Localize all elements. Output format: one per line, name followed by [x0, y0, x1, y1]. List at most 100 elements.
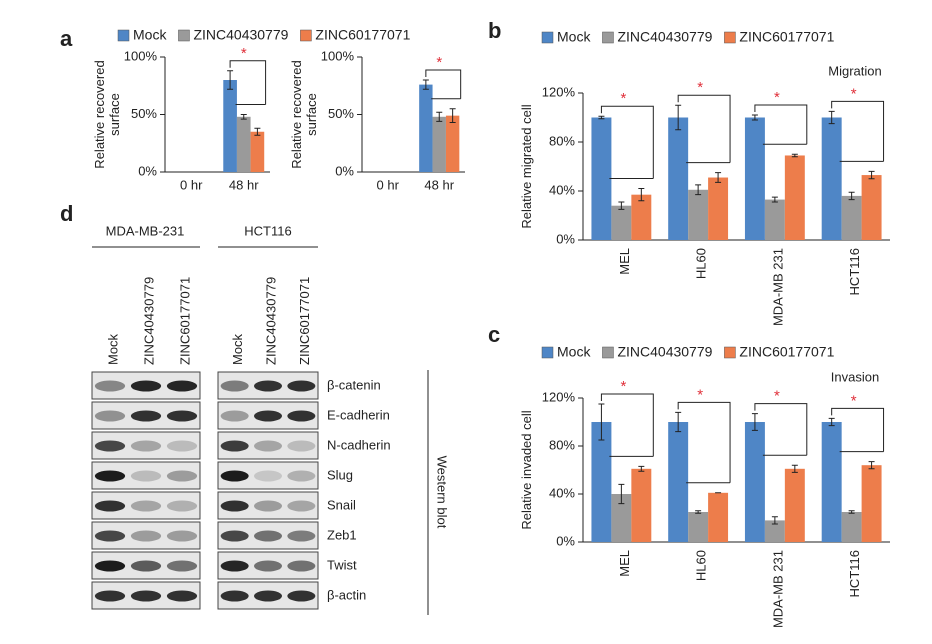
protein-label: Zeb1 — [327, 527, 357, 542]
blot-band — [220, 440, 249, 452]
y-axis-label: Relative invaded cell — [519, 410, 534, 529]
blot-band — [220, 470, 249, 482]
legend-label: Mock — [557, 29, 591, 45]
x-tick-label: 0 hr — [377, 177, 400, 192]
blot-band — [287, 500, 316, 512]
x-tick-label: HL60 — [694, 248, 709, 279]
significance-bracket — [831, 407, 885, 453]
legend-label: ZINC60177071 — [739, 344, 834, 360]
blot-band — [94, 500, 126, 512]
y-axis-label-line: surface — [107, 93, 122, 136]
panel-label: a — [60, 26, 73, 51]
protein-label: Twist — [327, 557, 357, 572]
chart-title: Invasion — [831, 369, 879, 384]
y-axis-label-line: Relative recovered — [92, 60, 107, 168]
error-bar — [422, 79, 429, 90]
error-bar — [618, 201, 625, 210]
y-axis-label: Relative recoveredsurface — [289, 60, 319, 168]
protein-label: N-cadherin — [327, 437, 391, 452]
bar — [861, 175, 882, 240]
lane-label: Mock — [230, 333, 245, 365]
x-tick-label: MDA-MB 231 — [770, 248, 785, 326]
x-tick-label: 0 hr — [180, 177, 203, 192]
legend-swatch — [178, 29, 190, 42]
bar — [631, 468, 652, 542]
bar — [841, 512, 862, 542]
bar — [708, 177, 729, 240]
blot-band — [220, 560, 249, 572]
bar — [250, 131, 265, 172]
blot-band — [94, 560, 126, 572]
x-tick-label: HCT116 — [847, 550, 862, 597]
significance-bracket — [831, 100, 885, 162]
error-bar — [771, 516, 778, 525]
lane-label: ZINC60177071 — [177, 277, 192, 365]
blot-band — [287, 560, 316, 572]
bar — [236, 116, 251, 172]
legend-swatch — [724, 346, 736, 359]
y-axis-label-line: surface — [304, 93, 319, 136]
panel-label: b — [488, 18, 501, 43]
blot-band — [94, 590, 126, 602]
legend-label: ZINC40430779 — [617, 344, 712, 360]
protein-label: E-cadherin — [327, 407, 390, 422]
blot-band — [166, 500, 198, 512]
y-tick-label: 50% — [328, 106, 354, 121]
error-bar — [828, 417, 835, 427]
bar — [744, 117, 765, 240]
blot-band — [130, 590, 162, 602]
bar — [223, 80, 237, 172]
bar — [591, 117, 612, 240]
x-tick-label: MEL — [617, 550, 632, 577]
method-label: Western blot — [435, 456, 450, 529]
bar — [841, 195, 862, 240]
chart-title: Migration — [828, 63, 881, 78]
blot-band — [254, 530, 282, 542]
error-bar — [638, 465, 645, 472]
legend-swatch — [541, 31, 554, 44]
blot-band — [220, 530, 249, 542]
bar — [611, 494, 632, 542]
bar — [861, 465, 882, 542]
blot-band — [130, 440, 162, 452]
blot-band — [287, 530, 316, 542]
y-tick-label: 120% — [542, 389, 576, 404]
blot-band — [220, 590, 249, 602]
bar — [419, 84, 433, 172]
lane-label: ZINC40430779 — [141, 277, 156, 365]
significance-star: * — [774, 89, 780, 106]
significance-star: * — [241, 45, 247, 62]
legend-label: Mock — [133, 27, 167, 43]
bar — [688, 189, 709, 240]
blot-band — [94, 410, 126, 422]
error-bar — [675, 104, 682, 131]
error-bar — [449, 108, 456, 124]
blot-band — [254, 500, 282, 512]
error-bar — [868, 170, 875, 180]
error-bar — [771, 196, 778, 203]
error-bar — [848, 191, 855, 201]
blot-band — [94, 470, 126, 482]
y-axis-label-line: Relative recovered — [289, 60, 304, 168]
significance-bracket — [600, 105, 654, 180]
blot-band — [166, 410, 198, 422]
blot-band — [166, 530, 198, 542]
legend-label: ZINC40430779 — [617, 29, 712, 45]
cell-line-label: MDA-MB-231 — [106, 223, 185, 238]
bar — [821, 422, 842, 542]
significance-star: * — [851, 85, 857, 102]
error-bar — [791, 153, 798, 158]
y-tick-label: 120% — [542, 84, 576, 99]
protein-label: Snail — [327, 497, 356, 512]
blot-band — [254, 560, 282, 572]
legend-label: ZINC40430779 — [193, 27, 288, 43]
significance-star: * — [774, 388, 780, 405]
blot-band — [254, 410, 282, 422]
y-tick-label: 100% — [124, 48, 158, 63]
significance-bracket — [425, 69, 462, 100]
panel-label: d — [60, 201, 73, 226]
blot-band — [220, 500, 249, 512]
y-tick-label: 80% — [549, 437, 575, 452]
error-bar — [868, 461, 875, 470]
bar — [764, 199, 785, 240]
